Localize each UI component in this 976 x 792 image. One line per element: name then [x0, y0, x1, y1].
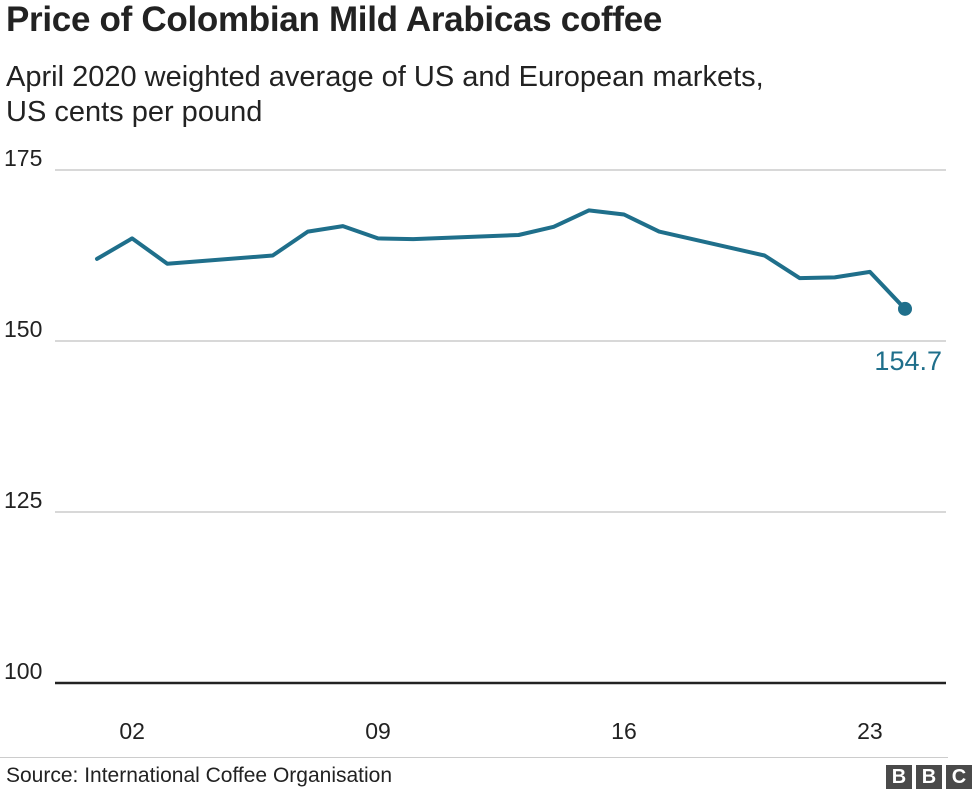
y-tick-label: 150: [4, 316, 42, 342]
subtitle-line-1: April 2020 weighted average of US and Eu…: [6, 61, 764, 93]
x-tick-label: 09: [365, 718, 391, 744]
x-tick-label: 23: [857, 718, 883, 744]
y-tick-label: 125: [4, 487, 42, 513]
y-axis-labels: 175 150 125 100: [4, 145, 42, 684]
y-tick-label: 100: [4, 658, 42, 684]
x-tick-label: 02: [119, 718, 145, 744]
bbc-logo-letter: C: [946, 765, 972, 789]
line-chart: 175 150 125 100 02 09 16 23 154.7: [4, 145, 946, 744]
chart-title: Price of Colombian Mild Arabicas coffee: [6, 0, 663, 39]
gridlines: [55, 169, 946, 685]
x-axis-labels: 02 09 16 23: [119, 718, 882, 744]
bbc-logo-letter: B: [886, 765, 912, 789]
x-tick-label: 16: [611, 718, 637, 744]
bbc-logo-letter: B: [916, 765, 942, 789]
end-value-label: 154.7: [874, 346, 942, 376]
source-text: Source: International Coffee Organisatio…: [6, 764, 393, 787]
chart-subtitle: April 2020 weighted average of US and Eu…: [6, 60, 966, 130]
y-tick-label: 175: [4, 145, 42, 171]
subtitle-line-2: US cents per pound: [6, 96, 263, 128]
footer-divider: [0, 757, 948, 758]
bbc-logo: B B C: [886, 765, 972, 789]
series-line: [95, 208, 907, 311]
end-point-marker: [898, 301, 912, 316]
